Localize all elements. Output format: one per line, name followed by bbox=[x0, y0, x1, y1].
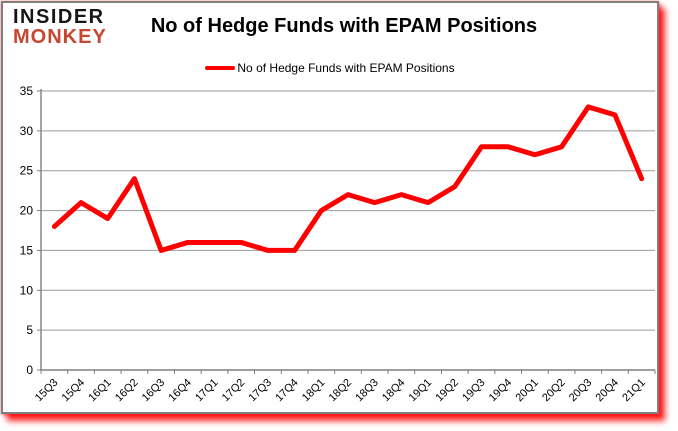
svg-text:16Q2: 16Q2 bbox=[113, 377, 141, 405]
svg-text:17Q3: 17Q3 bbox=[247, 377, 275, 405]
svg-text:17Q2: 17Q2 bbox=[220, 377, 248, 405]
svg-text:20Q4: 20Q4 bbox=[594, 377, 622, 405]
chart-title: No of Hedge Funds with EPAM Positions bbox=[150, 15, 538, 37]
svg-text:20: 20 bbox=[20, 204, 34, 218]
svg-text:15: 15 bbox=[20, 243, 34, 257]
svg-text:19Q3: 19Q3 bbox=[460, 377, 488, 405]
logo-text-insider: INSIDER bbox=[13, 6, 105, 28]
svg-text:35: 35 bbox=[20, 84, 34, 98]
legend-label: No of Hedge Funds with EPAM Positions bbox=[237, 61, 455, 75]
chart-panel: INSIDER MONKEY No of Hedge Funds with EP… bbox=[1, 1, 659, 414]
svg-text:18Q3: 18Q3 bbox=[353, 377, 381, 405]
svg-text:18Q1: 18Q1 bbox=[300, 377, 328, 405]
svg-text:21Q1: 21Q1 bbox=[620, 377, 648, 405]
svg-text:17Q4: 17Q4 bbox=[273, 377, 301, 405]
svg-text:20Q2: 20Q2 bbox=[540, 377, 568, 405]
svg-text:5: 5 bbox=[26, 323, 33, 337]
svg-text:25: 25 bbox=[20, 164, 34, 178]
svg-text:10: 10 bbox=[20, 283, 34, 297]
svg-text:18Q2: 18Q2 bbox=[327, 377, 355, 405]
svg-text:18Q4: 18Q4 bbox=[380, 377, 408, 405]
svg-text:16Q1: 16Q1 bbox=[86, 377, 114, 405]
svg-text:19Q2: 19Q2 bbox=[433, 377, 461, 405]
svg-text:19Q1: 19Q1 bbox=[407, 377, 435, 405]
svg-text:20Q3: 20Q3 bbox=[567, 377, 595, 405]
svg-text:19Q4: 19Q4 bbox=[487, 377, 515, 405]
insider-monkey-logo: INSIDER MONKEY bbox=[13, 6, 107, 48]
svg-text:0: 0 bbox=[26, 363, 33, 377]
logo-text-monkey: MONKEY bbox=[13, 25, 107, 48]
svg-text:15Q3: 15Q3 bbox=[33, 377, 61, 405]
legend-line-swatch bbox=[205, 66, 236, 70]
svg-text:30: 30 bbox=[20, 124, 34, 138]
svg-text:20Q1: 20Q1 bbox=[513, 377, 541, 405]
svg-text:16Q3: 16Q3 bbox=[140, 377, 168, 405]
svg-text:16Q4: 16Q4 bbox=[166, 377, 194, 405]
chart-legend: No of Hedge Funds with EPAM Positions bbox=[3, 61, 657, 75]
svg-text:15Q4: 15Q4 bbox=[60, 377, 88, 405]
svg-text:17Q1: 17Q1 bbox=[193, 377, 221, 405]
